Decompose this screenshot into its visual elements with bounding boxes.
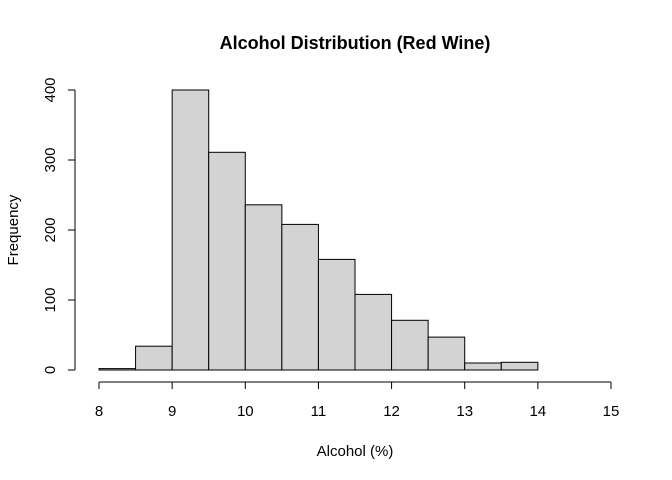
histogram-bar	[391, 319, 429, 371]
x-tick-label: 12	[383, 403, 400, 420]
histogram-bar	[354, 293, 393, 371]
x-tick-label: 13	[456, 403, 473, 420]
histogram-bar	[464, 362, 502, 371]
y-tick-label: 100	[42, 287, 59, 312]
histogram-bar	[317, 258, 356, 371]
histogram-bar	[500, 361, 539, 371]
y-tick-label: 400	[42, 77, 59, 102]
histogram-bar	[208, 151, 246, 371]
histogram-bar	[427, 336, 466, 371]
y-axis-label: Frequency	[5, 194, 22, 265]
x-tick-label: 15	[603, 403, 620, 420]
y-tick-label: 0	[42, 366, 59, 374]
histogram-bar	[135, 345, 173, 371]
x-tick-label: 8	[95, 403, 103, 420]
y-axis: 0 100 200 300 400	[42, 77, 76, 374]
x-tick-label: 10	[237, 403, 254, 420]
x-tick-label: 14	[530, 403, 547, 420]
x-tick-label: 9	[168, 403, 176, 420]
y-tick-label: 300	[42, 147, 59, 172]
x-axis: 8 9 10 11 12 13 14 15	[95, 381, 620, 420]
x-axis-label: Alcohol (%)	[317, 443, 394, 460]
histogram-bar	[98, 368, 137, 371]
histogram-bar	[244, 204, 283, 371]
histogram-bar	[171, 89, 210, 371]
histogram-bar	[281, 223, 319, 371]
bars-group	[98, 89, 539, 371]
chart-title: Alcohol Distribution (Red Wine)	[220, 33, 491, 53]
x-tick-label: 11	[311, 403, 327, 420]
y-tick-label: 200	[42, 217, 59, 242]
